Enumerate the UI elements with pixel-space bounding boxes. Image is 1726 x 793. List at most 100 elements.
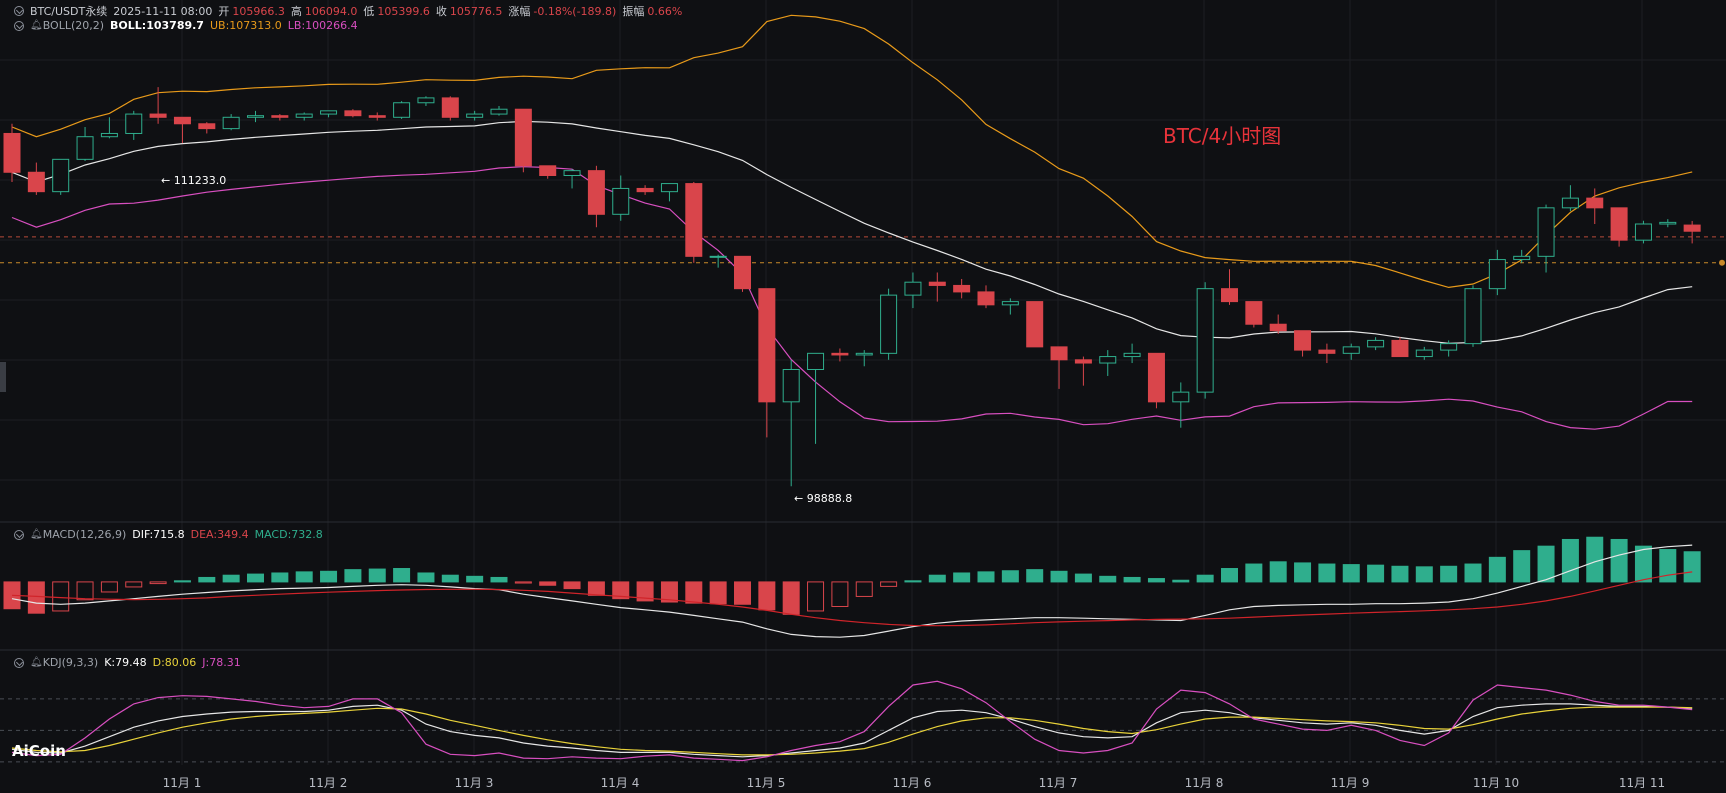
macd-bar (1440, 565, 1458, 583)
candle (247, 115, 264, 118)
candle (149, 113, 167, 118)
candle (1415, 349, 1433, 358)
macd-bar (587, 581, 605, 596)
alert-bell-icon[interactable]: 🔔︎ (30, 529, 43, 540)
boll-collapse-icon[interactable] (14, 20, 24, 31)
macd-value: MACD:732.8 (254, 528, 323, 541)
candle (782, 369, 800, 403)
chart-annotation[interactable]: BTC/4小时图 (1163, 124, 1282, 148)
macd-dea-line (11, 571, 1693, 627)
candle (417, 97, 435, 104)
candle (1586, 197, 1604, 209)
macd-bar (1269, 561, 1287, 583)
side-panel-toggle[interactable] (0, 362, 6, 392)
candle (1001, 301, 1019, 306)
x-axis-label: 11月 8 (1184, 776, 1224, 790)
high-marker-label: ← 111233.0 (161, 174, 227, 187)
candle (1269, 323, 1287, 332)
macd-bar (1513, 550, 1531, 583)
candle (855, 352, 873, 356)
macd-indicator-name[interactable]: MACD(12,26,9) (42, 528, 127, 541)
macd-bar (1415, 566, 1433, 583)
alert-bell-icon[interactable]: 🔔︎ (30, 20, 43, 31)
macd-bar (295, 571, 313, 583)
x-axis-label: 11月 1 (162, 776, 202, 790)
candle (441, 97, 459, 118)
macd-bar (1294, 562, 1312, 583)
candle (977, 291, 995, 306)
macd-bar (1147, 578, 1165, 583)
candle (368, 115, 386, 118)
candle (1245, 301, 1263, 325)
candle (466, 113, 484, 118)
macd-collapse-icon[interactable] (14, 529, 24, 540)
kdj-collapse-icon[interactable] (14, 657, 24, 668)
kdj-indicator-name[interactable]: KDJ(9,3,3) (42, 656, 99, 669)
macd-bar (1123, 576, 1141, 583)
boll-indicator-name[interactable]: BOLL(20,2) (42, 19, 105, 32)
x-axis-label: 11月 7 (1038, 776, 1078, 790)
macd-bar (1464, 563, 1482, 583)
candle (831, 352, 849, 356)
macd-bar (344, 569, 362, 583)
macd-bar (1099, 575, 1117, 583)
high-label: 高 (290, 5, 302, 18)
candle (1342, 346, 1360, 354)
candle (1561, 197, 1579, 209)
collapse-icon[interactable] (14, 6, 24, 16)
macd-bar (125, 581, 143, 588)
macd-bar (563, 581, 581, 590)
candle (3, 132, 21, 173)
open-label: 开 (218, 5, 230, 18)
candle (1634, 223, 1652, 241)
macd-bar (1488, 556, 1506, 583)
kdj-legend: 🔔︎ KDJ(9,3,3) K:79.48 D:80.06 J:78.31 (14, 656, 241, 669)
macd-dif-value: DIF:715.8 (132, 528, 185, 541)
candle (344, 110, 362, 117)
open-value: 105966.3 (232, 4, 285, 18)
change-value: -0.18%(-189.8) (533, 4, 617, 18)
boll-ub-value: UB:107313.0 (209, 19, 282, 32)
candle (173, 116, 191, 125)
candle (1221, 288, 1238, 303)
macd-bar (636, 581, 654, 602)
macd-bar (1659, 549, 1677, 583)
macd-bar (831, 581, 849, 607)
macd-bar (1318, 563, 1336, 583)
alert-bell-icon[interactable]: 🔔︎ (30, 657, 43, 668)
macd-bar (76, 581, 94, 601)
boll-mid-value: BOLL:103789.7 (110, 19, 204, 32)
candle (734, 255, 751, 290)
candle (198, 123, 216, 130)
price-line-dot (1719, 259, 1725, 266)
macd-bar (685, 581, 703, 604)
candle (1318, 349, 1336, 354)
macd-bar (758, 581, 776, 611)
candle (807, 352, 825, 371)
candle (1367, 339, 1385, 348)
x-axis-label: 11月 4 (600, 776, 640, 790)
macd-bar (1683, 551, 1701, 583)
candle (1123, 352, 1141, 358)
candle (76, 136, 94, 160)
macd-bar (1026, 569, 1044, 583)
x-axis-label: 11月 11 (1618, 776, 1666, 790)
candle (1610, 207, 1628, 241)
kdj-d-value: D:80.06 (152, 656, 197, 669)
macd-bar (1610, 538, 1628, 583)
candle (563, 170, 581, 176)
macd-bar (1245, 563, 1263, 583)
macd-bar (27, 581, 45, 614)
x-axis-label: 11月 10 (1472, 776, 1520, 790)
candle (1391, 339, 1409, 358)
macd-dea-value: DEA:349.4 (190, 528, 249, 541)
macd-bar (880, 581, 898, 587)
macd-bar (977, 571, 995, 583)
candle (1683, 224, 1701, 232)
macd-bar (320, 570, 338, 583)
candle (271, 115, 289, 118)
x-axis-label: 11月 3 (454, 776, 494, 790)
macd-bar (247, 573, 264, 583)
macd-bar (1537, 545, 1555, 583)
